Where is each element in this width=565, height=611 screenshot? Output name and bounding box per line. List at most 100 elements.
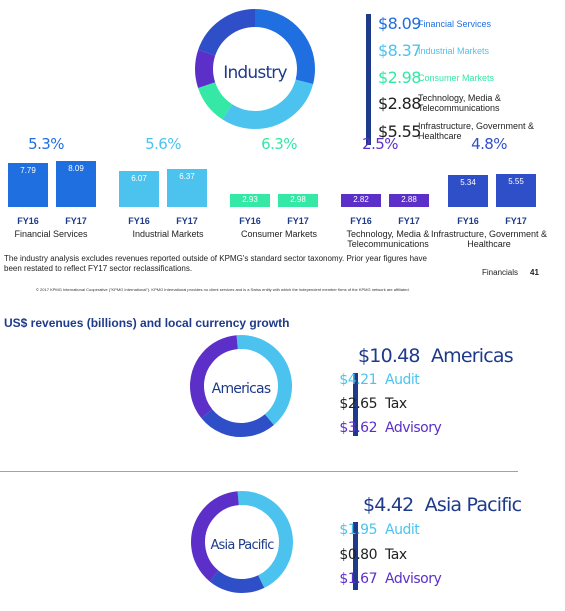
fy17-label: FY17: [65, 216, 87, 226]
asia-pacific-audit-row: $1.95 Audit: [337, 522, 419, 538]
americas-donut-label: Americas: [212, 381, 271, 397]
bar-fy17: 2.88: [389, 194, 429, 207]
donut-slice-advisory: [190, 335, 292, 437]
americas-tax-row: $2.65 Tax: [337, 396, 407, 412]
legend-value: $5.55: [378, 121, 421, 141]
bar-group-infrastructure: 4.8% 5.34 5.55 FY16 FY17 Infrastructure,…: [431, 135, 554, 249]
legend-label: Technology, Media & Telecommunications: [418, 93, 501, 113]
bar-value: 2.98: [290, 195, 306, 204]
bar-fy17: 5.55: [496, 174, 536, 207]
asia-pacific-donut: Asia Pacific: [191, 491, 293, 593]
growth-label: 6.3%: [261, 135, 297, 153]
item-value: $1.67: [339, 571, 377, 587]
industry-donut-label: Industry: [223, 63, 287, 83]
item-label: Tax: [385, 547, 407, 563]
donut-slice-tax: [191, 491, 293, 593]
bar-value: 7.79: [20, 166, 36, 175]
donut-slice-technology-media-telecommunications: [195, 9, 315, 129]
region-total: $4.42: [363, 494, 414, 516]
region-total: $10.48: [358, 345, 420, 367]
bar-group-industrial-markets: 5.6% 6.07 6.37 FY16 FY17 Industrial Mark…: [115, 135, 221, 245]
bar-fy17: 2.98: [278, 194, 318, 207]
item-label: Tax: [385, 396, 407, 412]
bar-fy17: 6.37: [167, 169, 207, 207]
asia-pacific-legend-bar: [353, 522, 358, 590]
growth-label: 4.8%: [471, 135, 507, 153]
americas-advisory-row: $3.62 Advisory: [337, 420, 441, 436]
legend-value: $2.88: [378, 93, 421, 113]
donut-slice-industrial-markets: [195, 9, 315, 129]
item-label: Advisory: [385, 571, 442, 587]
growth-label: 2.5%: [362, 135, 398, 153]
asia-pacific-donut-slices: [191, 491, 293, 593]
group-name: Infrastructure, Government & Healthcare: [430, 229, 548, 249]
item-value: $4.21: [339, 372, 377, 388]
bar-fy16: 2.82: [341, 194, 381, 207]
donut-slice-financial-services: [195, 9, 315, 129]
region-name: Asia Pacific: [424, 494, 522, 516]
bar-fy16: 2.93: [230, 194, 270, 207]
industry-donut: Industry: [195, 9, 315, 129]
copyright: © 2017 KPMG International Cooperative ("…: [36, 287, 410, 292]
legend-item-consumer-markets: $2.98 Consumer Markets: [378, 68, 494, 87]
industry-legend-bar: [366, 14, 371, 145]
fy16-label: FY16: [457, 216, 479, 226]
americas-audit-row: $4.21 Audit: [337, 372, 419, 388]
fy17-label: FY17: [176, 216, 198, 226]
item-value: $1.95: [339, 522, 377, 538]
item-value: $2.65: [339, 396, 377, 412]
asia-pacific-donut-label: Asia Pacific: [210, 538, 274, 553]
legend-label: Industrial Markets: [418, 45, 490, 56]
bar-value: 2.88: [401, 195, 417, 204]
americas-total-row: $10.48 Americas: [358, 345, 514, 367]
legend-value: $8.37: [378, 41, 421, 60]
bar-group-financial-services: 5.3% 7.79 8.09 FY16 FY17 Financial Servi…: [4, 135, 110, 245]
bar-value: 6.07: [131, 174, 147, 183]
legend-value: $8.09: [378, 14, 421, 33]
fy16-label: FY16: [350, 216, 372, 226]
bar-fy16: 7.79: [8, 163, 48, 207]
group-name: Financial Services: [14, 229, 88, 239]
page-number: 41: [530, 268, 539, 277]
bar-value: 5.34: [460, 178, 476, 187]
legend-item-industrial-markets: $8.37 Industrial Markets: [378, 41, 489, 60]
americas-donut-slices: [190, 335, 292, 437]
donut-slice-advisory: [191, 491, 293, 593]
legend-label: Financial Services: [418, 18, 492, 29]
group-name: Industrial Markets: [132, 229, 204, 239]
industry-donut-slices: [195, 9, 315, 129]
bar-value: 2.82: [353, 195, 369, 204]
item-value: $3.62: [339, 420, 377, 436]
item-label: Advisory: [385, 420, 442, 436]
bar-fy16: 5.34: [448, 175, 488, 207]
americas-donut: Americas: [190, 335, 292, 437]
legend-value: $2.98: [378, 68, 421, 87]
bar-value: 2.93: [242, 195, 258, 204]
bar-fy16: 6.07: [119, 171, 159, 207]
legend-label: Consumer Markets: [418, 72, 495, 83]
americas-legend-bar: [353, 373, 358, 436]
item-label: Audit: [385, 372, 420, 388]
bar-group-tmt: 2.5% 2.82 2.88 FY16 FY17 Technology, Med…: [337, 135, 443, 249]
section-divider: [0, 471, 518, 472]
bar-value: 5.55: [508, 177, 524, 186]
growth-label: 5.3%: [28, 135, 64, 153]
donut-slice-tax: [190, 335, 292, 437]
asia-pacific-advisory-row: $1.67 Advisory: [337, 571, 441, 587]
item-value: $0.80: [339, 547, 377, 563]
fy16-label: FY16: [239, 216, 261, 226]
bar-group-consumer-markets: 6.3% 2.93 2.98 FY16 FY17 Consumer Market…: [226, 135, 332, 245]
bar-fy17: 8.09: [56, 161, 96, 207]
group-name: Consumer Markets: [240, 229, 318, 239]
fy17-label: FY17: [505, 216, 527, 226]
growth-label: 5.6%: [145, 135, 181, 153]
asia-pacific-tax-row: $0.80 Tax: [337, 547, 407, 563]
legend-label: Infrastructure, Government & Healthcare: [418, 121, 535, 141]
section-title: US$ revenues (billions) and local curren…: [4, 316, 290, 330]
fy16-label: FY16: [128, 216, 150, 226]
legend-item-infrastructure: $5.55 Infrastructure, Government & Healt…: [378, 121, 548, 141]
region-name: Americas: [430, 345, 514, 367]
fy16-label: FY16: [17, 216, 39, 226]
fy17-label: FY17: [287, 216, 309, 226]
bar-value: 6.37: [179, 172, 195, 181]
